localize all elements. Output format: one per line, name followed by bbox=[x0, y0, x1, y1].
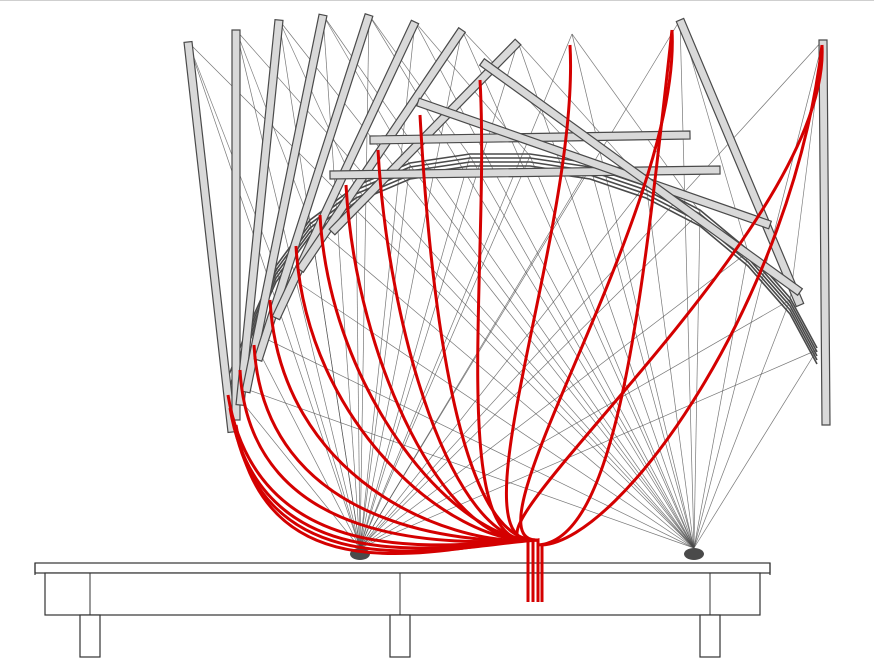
rotating-bar bbox=[478, 57, 804, 297]
red-cable bbox=[344, 184, 530, 602]
wire-right bbox=[461, 29, 695, 549]
pier bbox=[699, 614, 721, 658]
red-cable bbox=[536, 29, 674, 602]
wire-left bbox=[359, 14, 370, 549]
wire-left bbox=[359, 164, 591, 549]
support-hinge bbox=[684, 548, 704, 560]
red-cables bbox=[226, 29, 824, 602]
wire-right bbox=[235, 29, 695, 549]
rotating-bar bbox=[231, 29, 241, 421]
red-cable bbox=[268, 299, 530, 602]
arch-chord bbox=[237, 165, 818, 395]
wire-left bbox=[359, 39, 824, 549]
rotating-bar bbox=[183, 40, 237, 434]
wire-right bbox=[278, 19, 695, 549]
wire-left bbox=[359, 349, 818, 549]
wire-right bbox=[414, 21, 695, 549]
top-rule bbox=[0, 0, 874, 1]
wire-left bbox=[359, 183, 647, 549]
wire-right bbox=[275, 267, 695, 549]
wire-left bbox=[187, 41, 361, 549]
wire-right bbox=[517, 41, 695, 549]
wire-left bbox=[359, 299, 791, 549]
pier bbox=[389, 614, 411, 658]
rotating-bar bbox=[271, 19, 420, 321]
deck-slab bbox=[34, 562, 771, 574]
wire-right bbox=[529, 155, 695, 549]
rotating-bar bbox=[235, 18, 284, 407]
wire-right bbox=[693, 39, 824, 549]
wire-right bbox=[225, 381, 695, 549]
rotating-bars bbox=[183, 13, 831, 434]
wire-right bbox=[693, 299, 791, 549]
cross-wire bbox=[278, 19, 357, 189]
red-cable bbox=[540, 44, 824, 602]
wire-right bbox=[679, 19, 695, 549]
wire-left bbox=[225, 381, 361, 549]
rotating-bar bbox=[241, 13, 328, 394]
red-cable bbox=[515, 44, 824, 602]
wire-right bbox=[693, 251, 749, 549]
cross-wire bbox=[235, 29, 311, 223]
wire-left bbox=[322, 14, 361, 549]
wire-right bbox=[589, 164, 695, 549]
wire-left bbox=[359, 155, 471, 549]
wire-left bbox=[359, 21, 416, 549]
base-platform bbox=[34, 548, 771, 658]
wire-right bbox=[693, 211, 701, 549]
wire-left bbox=[359, 33, 573, 549]
wire-right bbox=[571, 33, 695, 549]
pier bbox=[79, 614, 101, 658]
wire-right bbox=[409, 164, 695, 549]
wire-right bbox=[693, 349, 818, 549]
wire-right bbox=[309, 221, 695, 549]
red-cable bbox=[476, 79, 530, 602]
wire-left bbox=[359, 251, 749, 549]
wire-right bbox=[322, 14, 695, 549]
wire-left bbox=[247, 329, 361, 549]
wire-right bbox=[645, 183, 695, 549]
wire-right bbox=[247, 329, 695, 549]
deck-girder bbox=[44, 572, 761, 616]
rotating-bar bbox=[675, 17, 805, 308]
wire-left bbox=[359, 164, 411, 549]
cross-wire bbox=[571, 33, 701, 213]
red-cable bbox=[504, 44, 573, 602]
wire-right bbox=[469, 155, 695, 549]
rotating-bar bbox=[818, 39, 831, 426]
